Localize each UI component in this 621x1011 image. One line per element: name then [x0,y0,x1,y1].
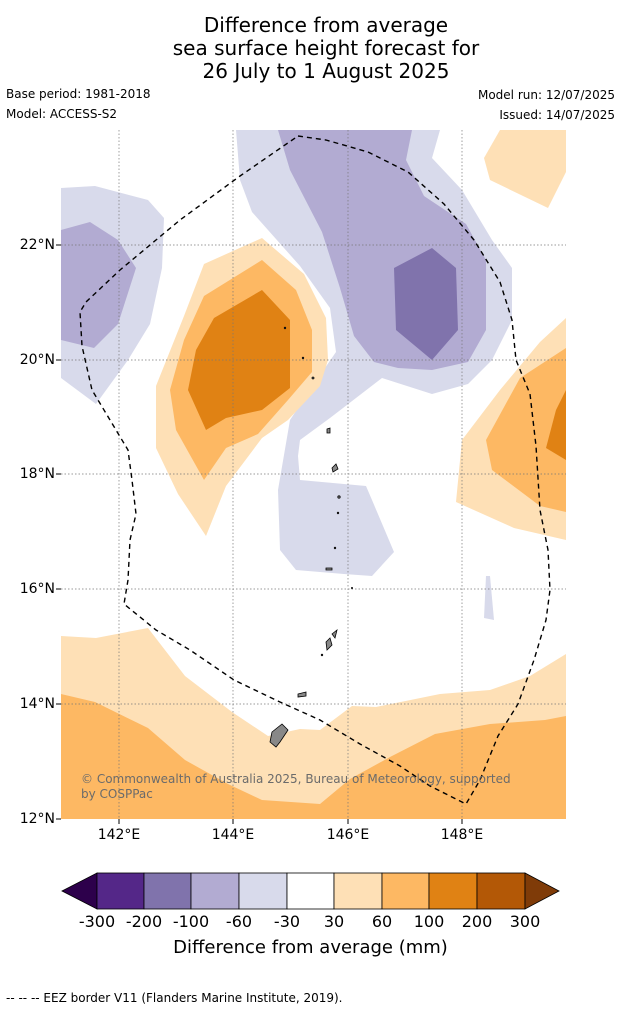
colorbar-label: 30 [323,912,345,931]
lat-tick-label: 12°N [19,811,55,827]
colorbar-segment [61,872,98,910]
title-line-3: 26 July to 1 August 2025 [202,59,450,83]
colorbar-label: -300 [78,912,116,931]
colorbar-label: 300 [509,912,541,931]
colorbar-segment [381,872,430,910]
colorbar-label: -30 [273,912,301,931]
title-line-2: sea surface height forecast for [172,36,480,60]
colorbar-segment [190,872,240,910]
colorbar-label: -100 [172,912,210,931]
lon-tick-label: 146°E [326,827,370,843]
lon-tick-label: 148°E [440,827,484,843]
colorbar-segment [96,872,145,910]
mariana-islands [269,326,353,748]
base-period-text: Base period: 1981-2018 [6,87,151,101]
colorbar-label: 60 [371,912,393,931]
colorbar-segment [524,872,560,910]
model-text: Model: ACCESS-S2 [6,107,118,121]
colorbar-title: Difference from average (mm) [173,937,448,958]
colorbar [61,872,560,910]
colorbar-segment [333,872,383,910]
lon-tick-label: 144°E [211,827,255,843]
lon-tick-label: 142°E [97,827,141,843]
colorbar-segment [143,872,192,910]
colorbar-segment [428,872,478,910]
colorbar-segment [476,872,526,910]
copyright-text: © Commonwealth of Australia 2025, Bureau… [81,772,511,801]
contour-fills [61,130,566,819]
map-title: Difference from average sea surface heig… [0,14,621,83]
colorbar-label: 100 [413,912,445,931]
colorbar-segment [286,872,335,910]
colorbar-label: 200 [461,912,493,931]
lat-tick-label: 22°N [19,237,55,253]
lat-tick-label: 16°N [19,581,55,597]
title-line-1: Difference from average [203,13,449,37]
model-run-text: Model run: 12/07/2025 [477,88,615,102]
eez-legend-text: -- -- -- EEZ border V11 (Flanders Marine… [6,991,343,1005]
lat-tick-label: 20°N [19,352,55,368]
issued-text: Issued: 14/07/2025 [499,108,615,122]
colorbar-label: -200 [125,912,163,931]
lat-tick-label: 18°N [19,466,55,482]
lat-tick-label: 14°N [19,696,55,712]
colorbar-label: -60 [225,912,253,931]
colorbar-segment [238,872,288,910]
